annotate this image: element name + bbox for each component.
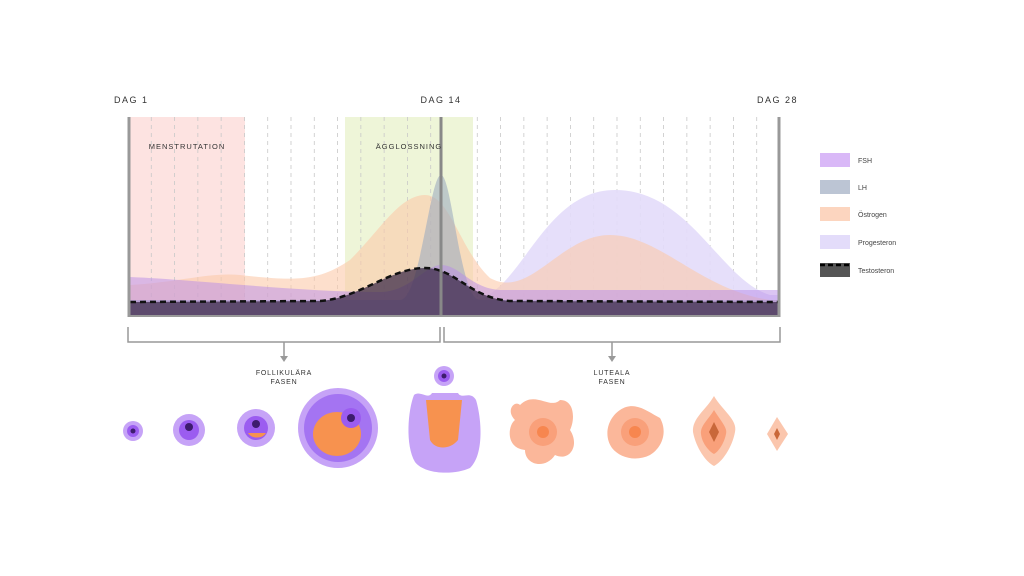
- legend-swatch: [820, 263, 850, 277]
- day-label: DAG 14: [420, 95, 461, 105]
- band-label: ÄGGLOSSNING: [376, 142, 442, 151]
- legend-label: LH: [858, 185, 867, 192]
- legend-label: Progesteron: [858, 240, 896, 247]
- lh-curve: [130, 175, 780, 316]
- testosteron-curve: [130, 268, 780, 316]
- phase-label: FOLLIKULÄRA: [256, 369, 312, 377]
- legend-label: Östrogen: [858, 211, 887, 219]
- bracket: [127, 327, 781, 358]
- phase-label: LUTEALA: [594, 370, 631, 377]
- legend-swatch: [820, 180, 850, 194]
- day-label: DAG 28: [757, 95, 798, 105]
- legend-swatch: [820, 153, 850, 167]
- legend-swatch: [820, 235, 850, 249]
- legend-label: Testosteron: [858, 268, 894, 275]
- follicles: [123, 366, 788, 473]
- arrow: [280, 356, 288, 362]
- day-label: DAG 1: [114, 95, 149, 105]
- legend-swatch: [820, 207, 850, 221]
- legend-label: FSH: [858, 158, 872, 165]
- testosteron-line: [129, 266, 781, 304]
- band-label: MENSTRUTATION: [149, 142, 225, 151]
- phase-label: FASEN: [599, 379, 626, 386]
- phase-label: FASEN: [271, 379, 298, 386]
- arrow: [608, 356, 616, 362]
